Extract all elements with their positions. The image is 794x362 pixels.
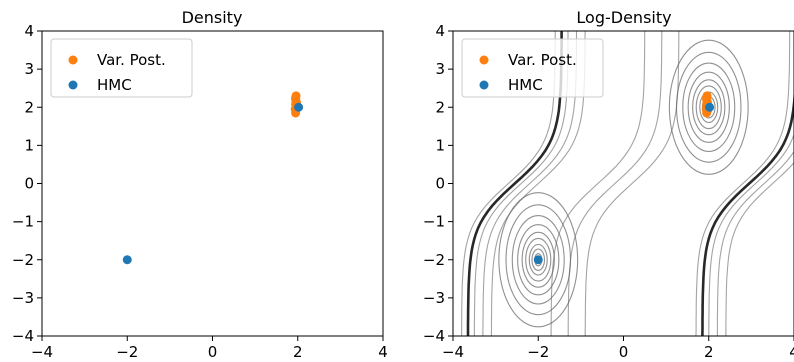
y-tick-label: −4 [12,327,34,345]
contour-line [584,31,680,336]
legend-marker [68,80,78,90]
legend-label: HMC [508,76,543,94]
y-tick-label: 2 [435,98,445,116]
legend-marker [479,80,489,90]
contour-line [716,150,794,336]
series-hmc [533,102,715,265]
y-tick-label: 4 [435,22,445,40]
y-tick-label: 1 [24,136,34,154]
contour-ring [531,248,546,271]
y-tick-label: −2 [12,251,34,269]
contour-ring [528,243,548,276]
y-tick-label: 4 [24,22,34,40]
x-tick-label: −4 [31,343,53,361]
density-title: Density [182,8,243,27]
x-tick-label: 0 [208,343,218,361]
contour-ring [692,79,726,136]
series-hmc [122,102,304,265]
x-tick-label: −2 [527,343,549,361]
contour-ring [511,214,565,305]
x-tick-label: 4 [378,343,388,361]
contour-ring [695,85,722,130]
log-density-title: Log-Density [576,8,671,27]
y-tick-label: 2 [24,98,34,116]
x-tick-label: −2 [116,343,138,361]
y-tick-label: −3 [423,289,445,307]
legend-marker [68,55,78,65]
x-tick-label: 2 [293,343,303,361]
density-legend: Var. Post. HMC [50,38,193,98]
point [294,102,304,112]
legend-label: Var. Post. [97,51,166,69]
legend-box [461,38,604,98]
x-tick-label: 2 [704,343,714,361]
contour-ring [687,71,730,143]
contour-ridge [701,82,794,336]
x-tick-label: 4 [789,343,794,361]
y-tick-label: −2 [423,251,445,269]
contour-line [725,161,794,336]
x-tick-label: −4 [442,343,464,361]
point [705,102,715,112]
point [291,95,301,105]
contour-ring [668,39,749,175]
point [702,95,712,105]
density-panel: Density Var. Post. HMC −4 −2 0 2 4 −4 −3 −2 −1 0 1 2… [12,8,388,361]
y-tick-label: 0 [24,175,34,193]
legend-label: HMC [97,76,132,94]
contour-line [550,31,646,336]
y-tick-label: 3 [435,60,445,78]
contour-ring [517,224,560,296]
log-density-legend: Var. Post. HMC [461,38,604,98]
contour-line [708,133,794,336]
point [122,255,132,265]
y-tick-label: 0 [435,175,445,193]
log-density-panel: Log-Density Var. Post.HMC −4−2024−4−3−2−… [423,8,794,361]
contour-ring [498,192,579,328]
density-plot-area [122,91,304,265]
y-tick-label: 1 [435,136,445,154]
x-tick-label: 0 [619,343,629,361]
legend-label: Var. Post. [508,51,577,69]
contour-line [695,31,791,336]
y-tick-label: −4 [423,327,445,345]
contour-line [567,31,663,336]
y-tick-label: −1 [12,213,34,231]
y-tick-label: −1 [423,213,445,231]
axis-ticks: −4 −2 0 2 4 −4 −3 −2 −1 0 1 2 3 4 [423,22,794,361]
contour-ring [682,62,736,153]
axis-ticks: −4 −2 0 2 4 −4 −3 −2 −1 0 1 2 3 4 [12,22,388,361]
y-tick-label: −3 [12,289,34,307]
legend-marker [479,55,489,65]
contour-ring [525,237,552,282]
point [533,255,543,265]
contour-ring [521,231,555,288]
y-tick-label: 3 [24,60,34,78]
legend-box [50,38,193,98]
